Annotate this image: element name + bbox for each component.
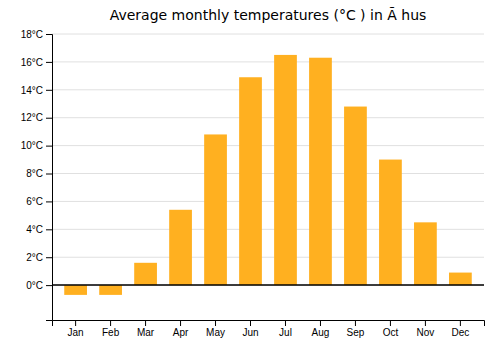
x-tick-mark xyxy=(390,320,391,326)
x-tick: Jun xyxy=(242,320,258,338)
y-tick-mark xyxy=(46,118,52,119)
y-tick: 16°C xyxy=(21,57,52,68)
y-tick: 18°C xyxy=(21,29,52,40)
x-axis: Jan Feb Mar Apr May Jun Jul Aug Sep Oct Nov Dec xyxy=(53,320,485,338)
x-tick: Apr xyxy=(173,320,189,338)
x-tick-label: Jan xyxy=(68,327,84,338)
bar xyxy=(134,263,157,285)
x-tick-label: Mar xyxy=(137,327,155,338)
y-tick: 14°C xyxy=(21,85,52,96)
x-tick-mark xyxy=(320,320,321,326)
grid-line xyxy=(52,145,484,146)
y-tick-mark xyxy=(46,146,52,147)
zero-line xyxy=(52,284,484,286)
x-tick-label: Oct xyxy=(383,327,399,338)
bar xyxy=(344,107,367,286)
grid-line xyxy=(52,173,484,174)
x-tick: Nov xyxy=(417,320,435,338)
bar xyxy=(274,55,297,285)
x-tick-label: Apr xyxy=(173,327,189,338)
y-tick-mark xyxy=(46,174,52,175)
y-tick: 12°C xyxy=(21,112,52,123)
y-tick-mark xyxy=(46,90,52,91)
x-tick: Feb xyxy=(102,320,120,338)
grid-line xyxy=(52,285,484,286)
bar xyxy=(239,77,262,285)
bar xyxy=(169,210,192,285)
y-tick: 10°C xyxy=(21,140,52,151)
x-tick-mark xyxy=(285,320,286,326)
y-tick: 8°C xyxy=(26,168,52,179)
x-tick: Mar xyxy=(137,320,155,338)
bar xyxy=(449,273,472,286)
x-tick-mark xyxy=(215,320,216,326)
bar xyxy=(309,58,332,285)
x-tick: Jan xyxy=(68,320,84,338)
y-tick: 6°C xyxy=(26,196,52,207)
y-tick: 0°C xyxy=(26,280,52,291)
chart: Average monthly temperatures (°C ) in Ã … xyxy=(0,0,500,350)
bar xyxy=(64,285,87,295)
grid-line xyxy=(52,61,484,62)
title: Average monthly temperatures (°C ) in Ã … xyxy=(110,7,427,23)
grid-line xyxy=(52,34,484,35)
y-tick: 2°C xyxy=(26,252,52,263)
x-axis-line xyxy=(53,321,485,327)
x-tick-label: Aug xyxy=(312,327,330,338)
bars xyxy=(64,55,472,295)
y-tick-label: 2°C xyxy=(26,252,43,263)
grid xyxy=(52,34,484,285)
y-tick-label: 6°C xyxy=(26,196,43,207)
x-tick: Oct xyxy=(383,320,399,338)
y-tick-mark xyxy=(46,62,52,63)
plot: 0°C 2°C 4°C 6°C 8°C 10°C 12°C 14°C 16°C 18°C Jan Fe… xyxy=(21,29,485,338)
bar xyxy=(414,222,437,285)
y-tick-label: 4°C xyxy=(26,224,43,235)
x-tick-mark xyxy=(355,320,356,326)
x-tick: Sep xyxy=(347,320,365,338)
x-tick: Jul xyxy=(279,320,292,338)
y-axis: 0°C 2°C 4°C 6°C 8°C 10°C 12°C 14°C 16°C 18°C xyxy=(21,29,53,321)
x-tick: Aug xyxy=(312,320,330,338)
y-axis-line xyxy=(46,35,53,321)
x-tick-mark xyxy=(110,320,111,326)
x-tick-label: Sep xyxy=(347,327,365,338)
x-tick: May xyxy=(206,320,225,338)
x-tick: Dec xyxy=(451,320,469,338)
x-tick-label: Dec xyxy=(451,327,469,338)
y-tick-label: 12°C xyxy=(21,112,43,123)
grid-line xyxy=(52,201,484,202)
y-tick: 4°C xyxy=(26,224,52,235)
y-tick-mark xyxy=(46,229,52,230)
grid-line xyxy=(52,117,484,118)
y-tick-label: 16°C xyxy=(21,57,43,68)
x-tick-mark xyxy=(145,320,146,326)
y-tick-mark xyxy=(46,34,52,35)
x-tick-label: May xyxy=(206,327,225,338)
y-tick-label: 10°C xyxy=(21,140,43,151)
x-tick-label: Jul xyxy=(279,327,292,338)
y-tick-mark xyxy=(46,285,52,286)
grid-line xyxy=(52,89,484,90)
y-tick-label: 0°C xyxy=(26,280,43,291)
bar xyxy=(379,160,402,286)
x-tick-mark xyxy=(425,320,426,326)
y-tick-mark xyxy=(46,257,52,258)
x-tick-mark xyxy=(250,320,251,326)
x-tick-mark xyxy=(75,320,76,326)
x-tick-mark xyxy=(460,320,461,326)
x-tick-mark xyxy=(180,320,181,326)
bar xyxy=(204,134,227,285)
x-tick-label: Feb xyxy=(102,327,120,338)
bar xyxy=(99,285,122,295)
x-tick-label: Jun xyxy=(242,327,258,338)
y-tick-label: 18°C xyxy=(21,29,43,40)
y-tick-label: 14°C xyxy=(21,85,43,96)
x-tick-label: Nov xyxy=(417,327,435,338)
y-tick-mark xyxy=(46,201,52,202)
y-tick-label: 8°C xyxy=(26,168,43,179)
